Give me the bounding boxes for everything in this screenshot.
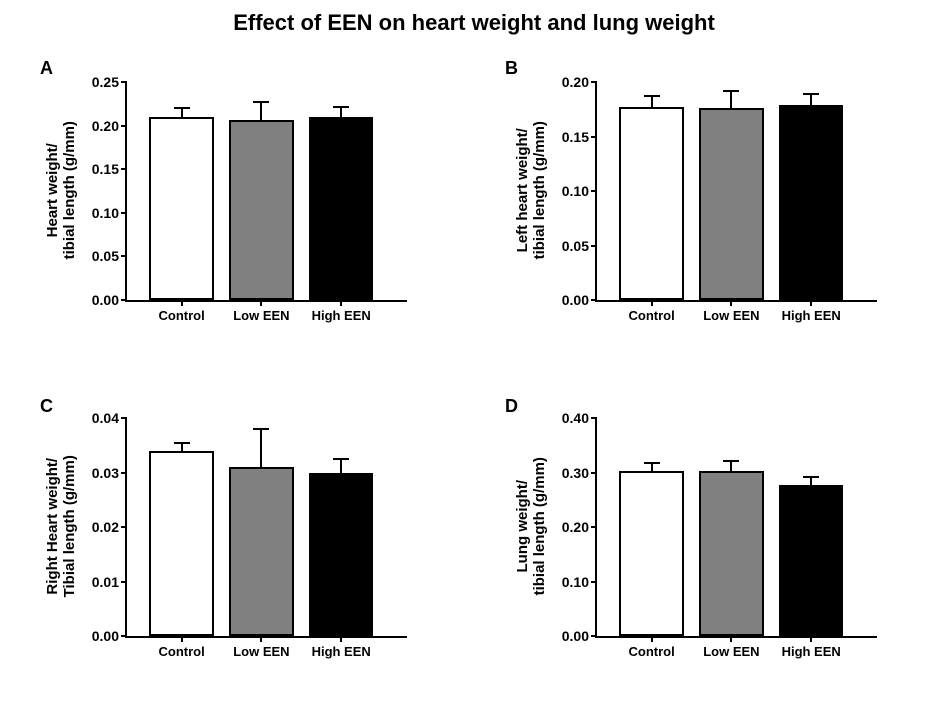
error-cap: [253, 101, 269, 103]
figure-root: Effect of EEN on heart weight and lung w…: [0, 0, 948, 725]
xlabel: Low EEN: [691, 644, 771, 659]
ytick-label: 0.10: [92, 205, 127, 221]
ytick-label: 0.25: [92, 74, 127, 90]
xlabel: High EEN: [771, 644, 851, 659]
error-cap: [644, 462, 660, 464]
ytick-label: 0.20: [562, 74, 597, 90]
error-cap: [803, 93, 819, 95]
error-bar: [810, 477, 812, 485]
panel-label-B: B: [505, 58, 518, 79]
xlabel: Control: [142, 644, 222, 659]
xlabel: Low EEN: [221, 308, 301, 323]
plot-area-C: 0.000.010.020.030.04ControlLow EENHigh E…: [125, 418, 407, 638]
ytick-label: 0.15: [92, 161, 127, 177]
xtick-mark: [181, 636, 183, 642]
bar-high-een: [779, 485, 843, 636]
ytick-label: 0.05: [92, 248, 127, 264]
error-cap: [644, 95, 660, 97]
xlabel: Control: [612, 644, 692, 659]
bar-low-een: [229, 467, 293, 636]
xtick-mark: [810, 300, 812, 306]
ytick-label: 0.10: [562, 574, 597, 590]
ytick-label: 0.10: [562, 183, 597, 199]
chart-D: Lung weight/tibial length (g/mm)0.000.10…: [595, 418, 875, 636]
ytick-label: 0.05: [562, 238, 597, 254]
panel-label-A: A: [40, 58, 53, 79]
xtick-mark: [730, 636, 732, 642]
ytick-label: 0.02: [92, 519, 127, 535]
figure-title: Effect of EEN on heart weight and lung w…: [0, 10, 948, 36]
error-cap: [253, 428, 269, 430]
error-cap: [803, 476, 819, 478]
ytick-label: 0.15: [562, 129, 597, 145]
error-bar: [260, 429, 262, 467]
error-cap: [723, 460, 739, 462]
error-cap: [333, 106, 349, 108]
ytick-label: 0.00: [562, 628, 597, 644]
xtick-mark: [730, 300, 732, 306]
xtick-mark: [651, 300, 653, 306]
chart-C: Right Heart weight/Tibial length (g/mm)0…: [125, 418, 405, 636]
error-bar: [810, 94, 812, 105]
xlabel: High EEN: [771, 308, 851, 323]
bar-control: [619, 471, 683, 636]
chart-A: Heart weight/tibial length (g/mm)0.000.0…: [125, 82, 405, 300]
error-bar: [730, 461, 732, 471]
bar-low-een: [699, 471, 763, 636]
xtick-mark: [340, 300, 342, 306]
xlabel: Low EEN: [221, 644, 301, 659]
xlabel: Control: [142, 308, 222, 323]
xtick-mark: [810, 636, 812, 642]
ytick-label: 0.40: [562, 410, 597, 426]
ytick-label: 0.01: [92, 574, 127, 590]
bar-high-een: [309, 117, 373, 300]
ytick-label: 0.30: [562, 465, 597, 481]
ytick-label: 0.20: [92, 118, 127, 134]
xlabel: High EEN: [301, 644, 381, 659]
xtick-mark: [340, 636, 342, 642]
bar-control: [149, 451, 213, 636]
error-bar: [651, 96, 653, 107]
ytick-label: 0.00: [562, 292, 597, 308]
bar-high-een: [309, 473, 373, 637]
error-bar: [181, 108, 183, 117]
ytick-label: 0.04: [92, 410, 127, 426]
xtick-mark: [260, 300, 262, 306]
panel-label-D: D: [505, 396, 518, 417]
chart-B: Left heart weight/tibial length (g/mm)0.…: [595, 82, 875, 300]
error-bar: [730, 91, 732, 108]
panel-label-C: C: [40, 396, 53, 417]
ytick-label: 0.00: [92, 628, 127, 644]
error-bar: [260, 102, 262, 119]
xlabel: Control: [612, 308, 692, 323]
error-bar: [340, 459, 342, 473]
error-cap: [174, 107, 190, 109]
bar-high-een: [779, 105, 843, 300]
xtick-mark: [651, 636, 653, 642]
ylabel-A: Heart weight/tibial length (g/mm): [44, 80, 79, 300]
ytick-label: 0.00: [92, 292, 127, 308]
plot-area-B: 0.000.050.100.150.20ControlLow EENHigh E…: [595, 82, 877, 302]
error-cap: [333, 458, 349, 460]
ylabel-D: Lung weight/tibial length (g/mm): [514, 416, 549, 636]
xtick-mark: [260, 636, 262, 642]
xlabel: High EEN: [301, 308, 381, 323]
ylabel-C: Right Heart weight/Tibial length (g/mm): [44, 416, 79, 636]
ylabel-B: Left heart weight/tibial length (g/mm): [514, 80, 549, 300]
xlabel: Low EEN: [691, 308, 771, 323]
plot-area-D: 0.000.100.200.300.40ControlLow EENHigh E…: [595, 418, 877, 638]
plot-area-A: 0.000.050.100.150.200.25ControlLow EENHi…: [125, 82, 407, 302]
xtick-mark: [181, 300, 183, 306]
error-cap: [174, 442, 190, 444]
bar-low-een: [699, 108, 763, 300]
bar-control: [619, 107, 683, 300]
error-bar: [340, 107, 342, 117]
error-bar: [651, 463, 653, 471]
error-cap: [723, 90, 739, 92]
ytick-label: 0.20: [562, 519, 597, 535]
ytick-label: 0.03: [92, 465, 127, 481]
bar-low-een: [229, 120, 293, 301]
bar-control: [149, 117, 213, 300]
error-bar: [181, 443, 183, 451]
